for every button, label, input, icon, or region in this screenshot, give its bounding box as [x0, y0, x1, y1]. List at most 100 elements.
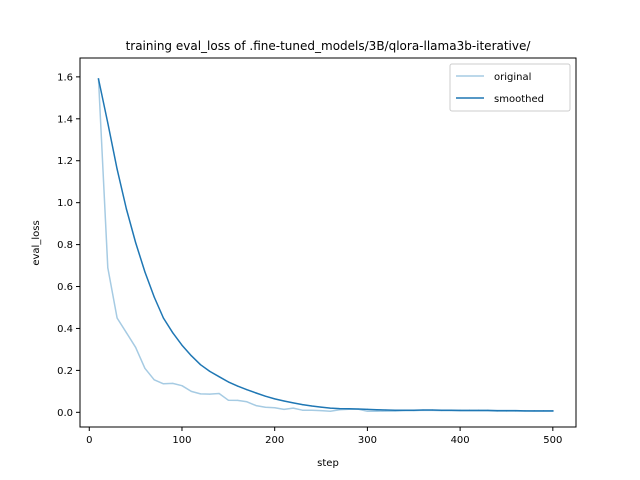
data-point-smoothed — [209, 370, 211, 372]
x-tick-label: 200 — [265, 435, 284, 446]
data-point-original — [199, 393, 202, 395]
data-point-smoothed — [329, 407, 331, 409]
data-point-original — [255, 405, 257, 407]
data-point-original — [283, 408, 285, 410]
y-tick-label: 1.4 — [57, 114, 73, 125]
y-tick-label: 0.2 — [57, 366, 73, 377]
data-point-smoothed — [283, 400, 285, 402]
x-tick-label: 0 — [86, 435, 92, 446]
data-point-smoothed — [524, 410, 526, 412]
data-point-original — [190, 390, 192, 392]
data-point-smoothed — [227, 381, 229, 383]
data-point-original — [320, 410, 322, 412]
data-point-smoothed — [144, 271, 146, 273]
data-point-smoothed — [218, 376, 220, 378]
data-point-smoothed — [339, 408, 341, 410]
data-point-smoothed — [237, 385, 239, 387]
y-axis-ticks: 0.0 0.2 0.4 0.6 0.8 1.0 1.2 1.4 1.6 — [57, 72, 80, 419]
data-point-smoothed — [533, 410, 535, 412]
data-point-original — [311, 409, 313, 411]
data-point-smoothed — [199, 364, 202, 366]
chart-title: training eval_loss of .fine-tuned_models… — [126, 39, 532, 53]
data-point-original — [246, 401, 248, 403]
x-tick-label: 100 — [172, 435, 191, 446]
data-point-smoothed — [422, 409, 424, 411]
y-tick-label: 0.6 — [57, 282, 73, 293]
data-point-smoothed — [394, 409, 396, 411]
data-point-original — [172, 382, 174, 384]
x-axis-label: step — [317, 458, 339, 469]
y-tick-label: 0.0 — [57, 408, 73, 419]
data-point-original — [218, 392, 220, 395]
data-point-smoothed — [172, 332, 174, 334]
data-point-smoothed — [107, 122, 109, 124]
data-point-original — [274, 407, 276, 409]
data-point-original — [209, 393, 211, 395]
data-point-smoothed — [496, 410, 498, 412]
data-point-smoothed — [153, 296, 155, 298]
data-point-original — [227, 399, 229, 401]
data-point-smoothed — [348, 408, 350, 410]
data-point-original — [301, 409, 304, 411]
data-point-smoothed — [450, 409, 452, 411]
x-tick-label: 500 — [543, 435, 562, 446]
data-point-original — [153, 379, 155, 381]
data-point-original — [237, 399, 239, 401]
data-point-smoothed — [459, 409, 461, 411]
data-point-smoothed — [468, 409, 470, 411]
data-point-smoothed — [320, 406, 322, 408]
data-point-smoothed — [441, 409, 443, 411]
data-point-smoothed — [413, 409, 415, 411]
data-point-original — [162, 383, 164, 385]
series-line-smoothed — [97, 78, 554, 412]
data-point-original — [116, 317, 118, 319]
data-point-original — [144, 367, 146, 369]
data-point-smoothed — [292, 402, 294, 404]
data-point-original — [376, 410, 378, 412]
data-point-original — [385, 410, 387, 412]
data-point-original — [339, 409, 341, 411]
series-layer — [97, 78, 554, 413]
data-point-smoothed — [552, 410, 554, 412]
legend-label-original: original — [494, 72, 531, 83]
data-point-smoothed — [385, 409, 387, 411]
data-point-smoothed — [366, 408, 368, 410]
data-point-smoothed — [190, 355, 192, 357]
y-tick-label: 1.0 — [57, 198, 73, 209]
data-point-smoothed — [301, 404, 304, 406]
x-tick-label: 300 — [358, 435, 377, 446]
data-point-smoothed — [543, 410, 545, 412]
data-point-original — [264, 406, 266, 408]
data-point-original — [107, 267, 109, 269]
legend: original smoothed — [449, 63, 571, 112]
data-point-smoothed — [97, 78, 100, 80]
plot-frame — [79, 57, 577, 428]
data-point-original — [292, 407, 294, 409]
data-point-smoothed — [311, 405, 313, 407]
y-tick-label: 0.8 — [57, 240, 73, 251]
y-tick-label: 0.4 — [57, 324, 73, 335]
data-point-smoothed — [274, 398, 276, 400]
data-point-smoothed — [255, 392, 257, 394]
data-point-original — [329, 410, 331, 412]
data-point-original — [135, 346, 137, 348]
y-tick-label: 1.6 — [57, 72, 73, 83]
data-point-smoothed — [431, 409, 433, 411]
data-point-smoothed — [487, 409, 489, 411]
data-point-original — [366, 410, 368, 412]
data-point-original — [181, 385, 183, 387]
legend-label-smoothed: smoothed — [494, 94, 544, 105]
data-point-smoothed — [116, 168, 118, 170]
data-point-original — [125, 332, 127, 334]
data-point-smoothed — [376, 409, 378, 411]
series-smoothed — [97, 78, 554, 412]
data-point-smoothed — [135, 241, 137, 244]
data-point-smoothed — [162, 317, 164, 319]
data-point-smoothed — [246, 389, 248, 391]
x-tick-label: 400 — [451, 435, 470, 446]
data-point-smoothed — [181, 344, 183, 346]
data-point-smoothed — [125, 208, 127, 210]
y-axis-label: eval_loss — [31, 220, 42, 265]
data-point-smoothed — [403, 409, 406, 411]
